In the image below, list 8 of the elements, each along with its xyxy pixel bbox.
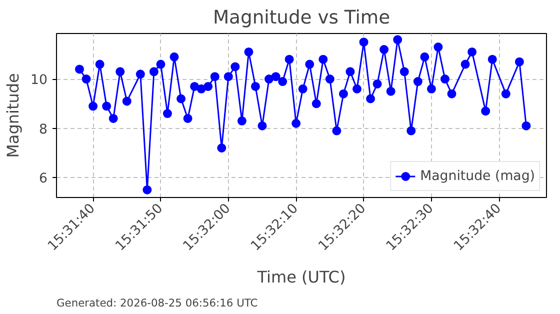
x-axis-title: Time (UTC) [256,267,346,286]
text: Generated: 2026-08-25 06:56:16 UTC [56,296,258,310]
y-axis-title: Magnitude [4,73,23,158]
chart-title: Magnitude vs Time [212,8,390,28]
legend-label: Magnitude (mag) [420,168,535,184]
y-tick-label: 8 [39,122,48,138]
y-tick-label: 10 [30,73,48,88]
y-tick-label: 6 [39,172,48,187]
